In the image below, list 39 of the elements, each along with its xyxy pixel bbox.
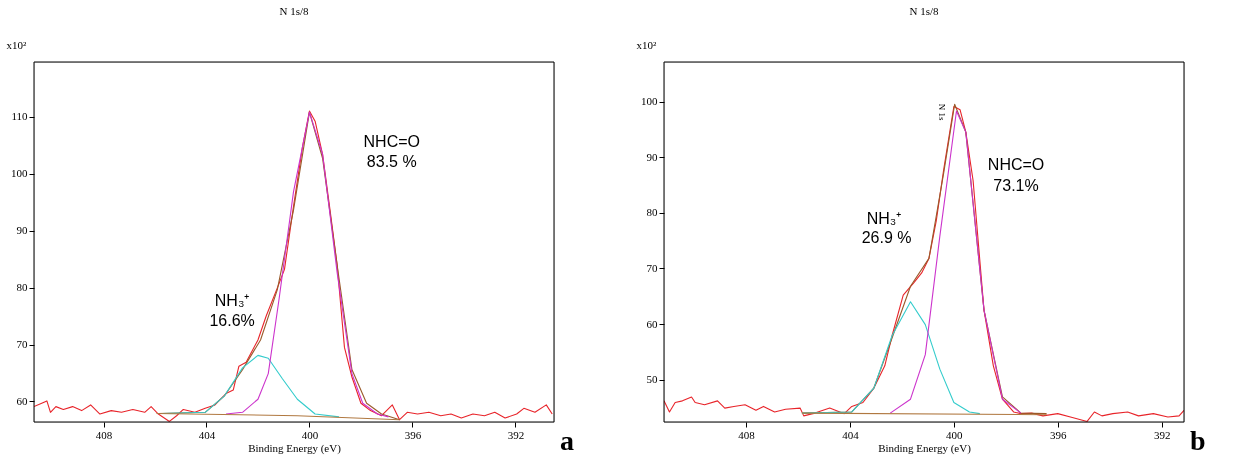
annotation: 83.5 % [366,152,417,170]
y-tick-label: 90 [646,150,658,163]
y-tick-label: 80 [646,206,658,219]
annotation: 16.6% [209,312,255,330]
y-axis-title: x10² [6,38,27,51]
y-tick-label: 60 [646,317,658,330]
y-tick-label: 100 [641,95,658,108]
y-tick-label: 70 [16,338,28,351]
x-tick-label: 404 [198,428,216,441]
chart-title: N 1s/8 [909,5,940,17]
y-tick-label: 90 [16,224,28,237]
x-tick-label: 400 [301,428,319,441]
x-tick-label: 392 [1153,428,1171,441]
x-tick-label: 404 [842,428,860,441]
annotation: 73.1% [993,177,1039,195]
y-tick-label: 80 [16,281,28,294]
text: a [560,425,574,456]
text: b [1190,425,1206,456]
x-tick-label: 396 [404,428,422,441]
y-axis-title: x10² [636,38,657,51]
y-tick-label: 100 [11,167,28,180]
y-tick-label: 50 [646,373,658,386]
annotation: 26.9 % [861,228,912,246]
x-tick-label: 408 [95,428,113,441]
y-tick-label: 70 [646,261,658,274]
annotation: NHC=O [987,156,1045,174]
x-axis-title: Binding Energy (eV) [878,441,972,455]
chart-title: N 1s/8 [279,5,310,17]
y-tick-label: 60 [16,394,28,407]
annotation: NHC=O [363,132,420,150]
annotation: N 1s [936,103,947,121]
x-tick-label: 392 [507,428,525,441]
x-tick-label: 408 [738,428,756,441]
y-tick-label: 110 [11,110,28,123]
x-tick-label: 396 [1050,428,1068,441]
x-axis-title: Binding Energy (eV) [248,441,342,455]
x-tick-label: 400 [946,428,964,441]
annotation: NH₃⁺ [214,292,250,310]
annotation: NH₃⁺ [866,210,902,228]
